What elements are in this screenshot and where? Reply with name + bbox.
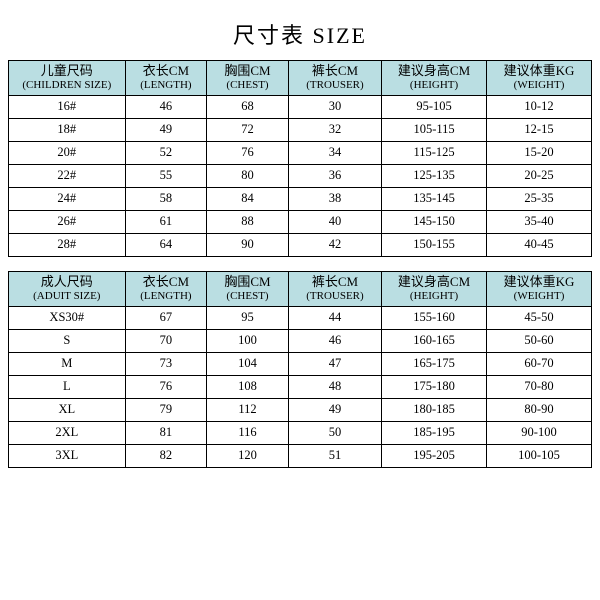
table-row: M7310447165-17560-70	[9, 353, 592, 376]
children-size-table: 儿童尺码(CHILDREN SIZE) 衣长CM(LENGTH) 胸围CM(CH…	[8, 60, 592, 257]
adult-size-table: 成人尺码(ADUIT SIZE) 衣长CM(LENGTH) 胸围CM(CHEST…	[8, 271, 592, 468]
children-body: 16#46683095-10510-12 18#497232105-11512-…	[9, 96, 592, 257]
table-row: XS30#679544155-16045-50	[9, 307, 592, 330]
table-row: 16#46683095-10510-12	[9, 96, 592, 119]
adult-header-row: 成人尺码(ADUIT SIZE) 衣长CM(LENGTH) 胸围CM(CHEST…	[9, 272, 592, 307]
table-gap	[8, 257, 592, 271]
adult-col-0: 成人尺码(ADUIT SIZE)	[9, 272, 126, 307]
table-row: 2XL8111650185-19590-100	[9, 422, 592, 445]
children-col-2: 胸围CM(CHEST)	[207, 61, 289, 96]
children-header-row: 儿童尺码(CHILDREN SIZE) 衣长CM(LENGTH) 胸围CM(CH…	[9, 61, 592, 96]
adult-body: XS30#679544155-16045-50 S7010046160-1655…	[9, 307, 592, 468]
children-col-4: 建议身高CM(HEIGHT)	[382, 61, 487, 96]
children-col-3: 裤长CM(TROUSER)	[288, 61, 381, 96]
table-row: 24#588438135-14525-35	[9, 188, 592, 211]
adult-col-1: 衣长CM(LENGTH)	[125, 272, 207, 307]
table-row: L7610848175-18070-80	[9, 376, 592, 399]
tables-wrap: 儿童尺码(CHILDREN SIZE) 衣长CM(LENGTH) 胸围CM(CH…	[0, 60, 600, 468]
table-row: 26#618840145-15035-40	[9, 211, 592, 234]
adult-col-2: 胸围CM(CHEST)	[207, 272, 289, 307]
table-row: 22#558036125-13520-25	[9, 165, 592, 188]
table-row: S7010046160-16550-60	[9, 330, 592, 353]
table-row: 20#527634115-12515-20	[9, 142, 592, 165]
adult-col-5: 建议体重KG(WEIGHT)	[487, 272, 592, 307]
children-col-5: 建议体重KG(WEIGHT)	[487, 61, 592, 96]
children-col-0: 儿童尺码(CHILDREN SIZE)	[9, 61, 126, 96]
table-row: 18#497232105-11512-15	[9, 119, 592, 142]
adult-col-3: 裤长CM(TROUSER)	[288, 272, 381, 307]
page-title: 尺寸表 SIZE	[0, 0, 600, 60]
adult-col-4: 建议身高CM(HEIGHT)	[382, 272, 487, 307]
table-row: 3XL8212051195-205100-105	[9, 445, 592, 468]
children-col-1: 衣长CM(LENGTH)	[125, 61, 207, 96]
table-row: 28#649042150-15540-45	[9, 234, 592, 257]
table-row: XL7911249180-18580-90	[9, 399, 592, 422]
